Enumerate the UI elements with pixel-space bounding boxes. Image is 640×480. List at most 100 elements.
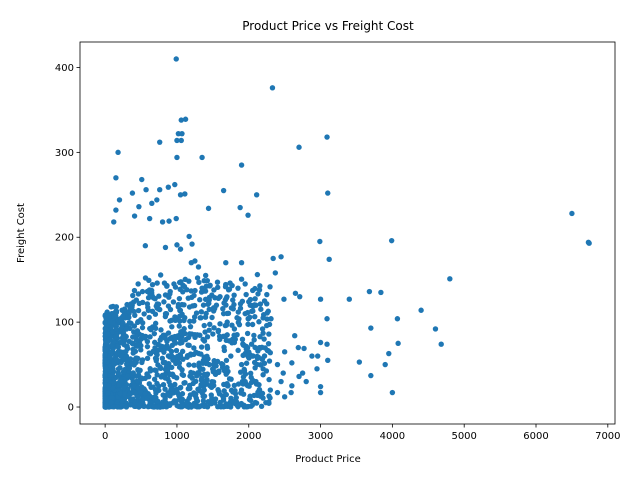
data-point (188, 404, 195, 410)
data-point (220, 187, 227, 194)
data-point (191, 345, 197, 351)
data-point (228, 353, 234, 359)
data-point (176, 323, 182, 329)
data-point (181, 326, 187, 332)
data-point (158, 365, 164, 372)
data-point (289, 360, 295, 366)
data-point (267, 284, 273, 290)
data-point (325, 190, 331, 196)
data-point (260, 315, 266, 321)
data-point (149, 281, 156, 288)
data-point (114, 343, 120, 349)
data-point (153, 388, 159, 394)
data-point (243, 291, 249, 298)
data-point (256, 319, 262, 325)
data-point (172, 333, 178, 340)
data-point (201, 322, 207, 329)
data-point (181, 317, 187, 324)
y-axis-label: Freight Cost (16, 203, 27, 263)
data-point (204, 334, 211, 340)
data-point (176, 360, 183, 366)
data-point (117, 390, 123, 397)
data-point (266, 400, 272, 406)
axes-layer: 0 1000 2000 3000 4000 5000 6000 7000 0 100 200 300 4… (55, 41, 621, 442)
data-point (136, 300, 142, 307)
data-point (136, 203, 142, 210)
data-point (301, 345, 307, 352)
data-point (240, 342, 247, 348)
data-point (238, 361, 245, 368)
data-point (122, 337, 128, 344)
y-tick-label: 300 (55, 148, 74, 159)
data-point (388, 237, 395, 244)
data-point (201, 338, 208, 344)
data-point (152, 320, 159, 327)
data-point (231, 339, 238, 346)
data-point (130, 292, 136, 299)
data-point (199, 380, 206, 387)
data-point (123, 326, 130, 332)
data-point (241, 368, 248, 374)
data-point (195, 264, 202, 270)
data-point (173, 375, 180, 381)
data-point (123, 404, 130, 410)
data-point (261, 298, 268, 304)
data-point (209, 366, 216, 372)
data-point (238, 260, 245, 266)
data-point (204, 377, 210, 383)
data-point (138, 347, 144, 353)
data-point (260, 330, 266, 336)
data-point (211, 287, 217, 293)
data-point (186, 362, 192, 368)
y-tick-label: 200 (55, 233, 74, 244)
data-point (181, 380, 187, 386)
data-point (115, 366, 122, 372)
data-point (147, 325, 153, 332)
data-point (204, 277, 211, 284)
data-point (176, 295, 183, 302)
data-point (386, 350, 392, 357)
data-point (108, 350, 114, 357)
data-point (266, 331, 272, 337)
data-point (169, 324, 175, 330)
data-point (167, 288, 173, 295)
data-point (164, 282, 170, 289)
data-point (432, 326, 439, 332)
data-point (154, 197, 160, 203)
data-point (111, 314, 118, 320)
data-point (205, 301, 211, 307)
data-point (113, 207, 119, 213)
data-point (198, 315, 204, 321)
data-point (121, 391, 128, 397)
data-point (242, 310, 248, 317)
data-point (244, 330, 251, 337)
x-tick-label: 1000 (164, 431, 189, 442)
data-point (114, 404, 121, 410)
data-point (418, 307, 424, 313)
data-point (196, 279, 202, 286)
data-point (146, 314, 152, 321)
data-point (139, 359, 145, 366)
data-point (160, 382, 167, 388)
data-point (278, 254, 284, 260)
data-point (378, 289, 384, 296)
data-point (245, 403, 251, 410)
data-point (120, 385, 127, 391)
data-point (161, 334, 167, 340)
data-point (142, 275, 149, 281)
data-point (242, 281, 248, 287)
data-point (139, 176, 145, 183)
data-point (159, 355, 166, 362)
data-point (172, 381, 178, 388)
data-point (296, 144, 302, 150)
data-point (170, 299, 177, 305)
data-point (182, 116, 189, 122)
data-point (200, 398, 207, 404)
data-point (109, 395, 115, 401)
data-point (292, 290, 299, 296)
data-point (147, 368, 154, 374)
data-point (107, 319, 113, 325)
data-point (177, 246, 184, 252)
data-point (157, 139, 163, 145)
data-point (135, 394, 141, 400)
